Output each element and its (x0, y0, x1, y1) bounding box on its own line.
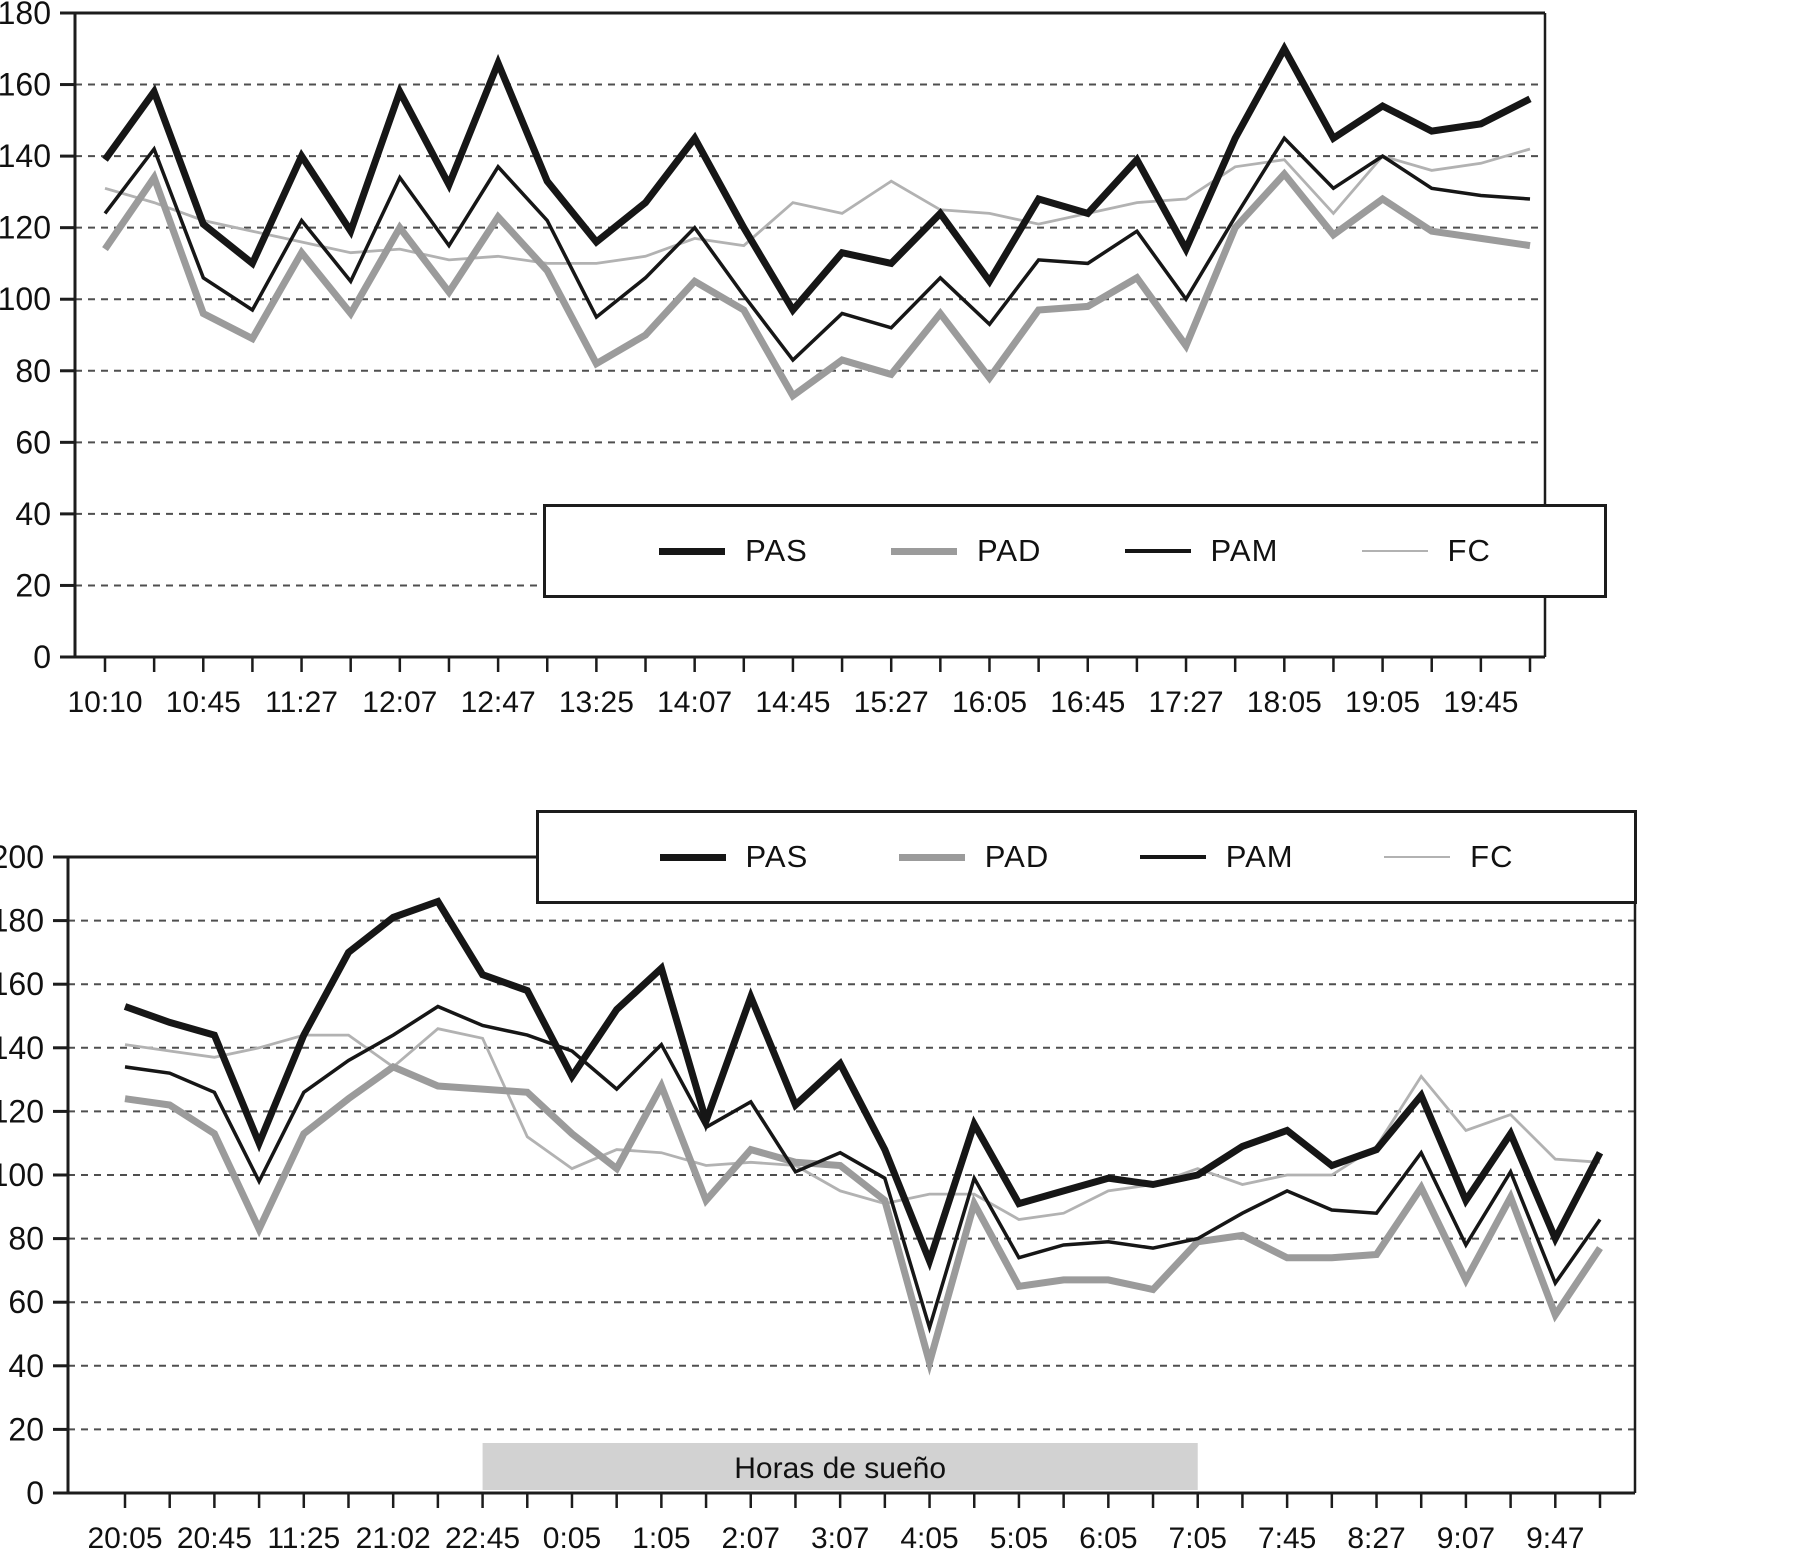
y-tick-label: 120 (0, 210, 51, 246)
x-tick-label: 13:25 (559, 686, 634, 719)
x-tick-label: 11:27 (265, 686, 338, 719)
series-line-FC (124, 1027, 1601, 1221)
x-tick-label: 16:05 (952, 686, 1027, 719)
legend-label-PAM: PAM (1225, 839, 1294, 874)
legend-item-FC: FC (1384, 839, 1513, 875)
x-tick-label: 19:05 (1345, 686, 1420, 719)
sleep-band (482, 1443, 1198, 1490)
legend-day: PAS PAD PAM FC (543, 504, 1607, 598)
legend-swatch-PAD (898, 853, 965, 861)
x-tick-label: 21:02 (356, 1522, 431, 1555)
y-tick-label: 0 (33, 639, 51, 675)
legend-item-PAD: PAD (890, 533, 1042, 569)
y-tick-label: 140 (0, 1030, 44, 1066)
y-tick-label: 200 (0, 839, 44, 875)
y-tick-label: 40 (15, 496, 51, 532)
x-tick-label: 3:07 (811, 1522, 869, 1555)
legend-label-PAD: PAD (984, 839, 1050, 874)
x-tick-label: 20:05 (87, 1522, 162, 1555)
x-tick-label: 8:27 (1347, 1522, 1405, 1555)
x-tick-label: 12:07 (362, 686, 437, 719)
x-tick-label: 12:47 (461, 686, 536, 719)
legend-night: PAS PAD PAM FC (536, 810, 1637, 904)
y-tick-label: 0 (26, 1475, 44, 1511)
sleep-band-label: Horas de sueño (734, 1452, 946, 1485)
series-line-PAM (124, 1004, 1602, 1334)
chart-day: 180 160 140 120 100 80 60 40 20 0 10:10 10:45 11:27 1… (0, 0, 1547, 719)
legend-label-PAS: PAS (745, 839, 809, 874)
legend-item-PAM: PAM (1124, 533, 1279, 569)
series-line-PAS (102, 41, 1532, 316)
legend-swatch-FC (1361, 549, 1428, 553)
x-tick-label: 22:45 (445, 1522, 520, 1555)
x-tick-label: 10:45 (166, 686, 241, 719)
x-tick-label: 14:07 (657, 686, 732, 719)
legend-swatch-PAS (659, 853, 726, 861)
y-tick-label: 160 (0, 966, 44, 1002)
y-tick-label: 140 (0, 138, 51, 174)
x-tick-label: 6:05 (1079, 1522, 1137, 1555)
legend-item-FC: FC (1361, 533, 1491, 569)
series-line-PAS (123, 897, 1604, 1272)
x-tick-label: 9:07 (1437, 1522, 1495, 1555)
x-tick-label: 15:27 (854, 686, 929, 719)
x-tick-label: 16:45 (1050, 686, 1125, 719)
y-tick-label: 60 (8, 1284, 44, 1320)
series-line-PAM (103, 135, 1531, 363)
y-tick-label: 180 (0, 903, 44, 939)
y-tick-label: 20 (8, 1411, 44, 1447)
legend-item-PAD: PAD (898, 839, 1050, 875)
y-tick-label: 120 (0, 1093, 44, 1129)
legend-swatch-PAM (1124, 549, 1191, 553)
series-line-PAD (124, 1062, 1603, 1376)
legend-label-PAS: PAS (745, 533, 808, 568)
x-tick-label: 5:05 (990, 1522, 1048, 1555)
x-tick-label: 18:05 (1247, 686, 1322, 719)
y-tick-label: 60 (15, 424, 51, 460)
legend-item-PAS: PAS (659, 839, 809, 875)
x-tick-label: 4:05 (900, 1522, 958, 1555)
legend-swatch-PAS (659, 547, 726, 555)
x-tick-label: 9:47 (1526, 1522, 1584, 1555)
legend-swatch-PAM (1139, 855, 1206, 859)
chart-night: Horas de sueño20018016014012010080604020… (0, 839, 1637, 1555)
x-tick-label: 10:10 (67, 686, 142, 719)
y-tick-label: 20 (15, 567, 51, 603)
legend-label-FC: FC (1447, 533, 1491, 568)
y-tick-label: 180 (0, 0, 51, 31)
legend-swatch-PAD (890, 547, 957, 555)
x-tick-label: 17:27 (1148, 686, 1223, 719)
y-tick-label: 100 (0, 281, 51, 317)
series-line-PAD (102, 168, 1531, 401)
x-tick-label: 20:45 (177, 1522, 252, 1555)
x-tick-label: 14:45 (755, 686, 830, 719)
x-tick-label: 0:05 (543, 1522, 601, 1555)
legend-label-PAM: PAM (1210, 533, 1279, 568)
x-tick-label: 2:07 (722, 1522, 780, 1555)
x-tick-label: 7:05 (1169, 1522, 1227, 1555)
y-tick-label: 160 (0, 67, 51, 103)
legend-item-PAS: PAS (659, 533, 808, 569)
y-tick-label: 80 (8, 1221, 44, 1257)
legend-item-PAM: PAM (1139, 839, 1294, 875)
x-tick-label: 11:25 (267, 1522, 340, 1555)
y-tick-label: 40 (8, 1348, 44, 1384)
x-tick-label: 7:45 (1258, 1522, 1316, 1555)
series-line-FC (104, 147, 1531, 265)
legend-label-FC: FC (1470, 839, 1514, 874)
x-tick-label: 19:45 (1443, 686, 1518, 719)
y-tick-label: 80 (15, 353, 51, 389)
legend-swatch-FC (1384, 855, 1451, 859)
y-tick-label: 100 (0, 1157, 44, 1193)
x-tick-label: 1:05 (632, 1522, 690, 1555)
legend-label-PAD: PAD (976, 533, 1042, 568)
